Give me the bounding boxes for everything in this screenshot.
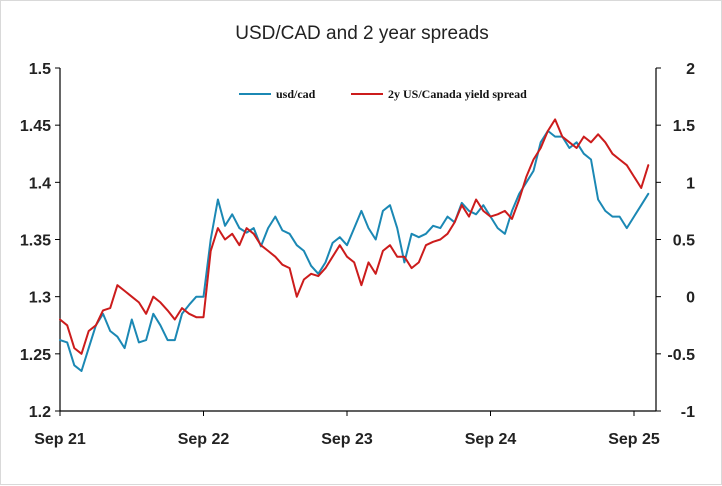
left-y-tick-label: 1.2 bbox=[29, 404, 51, 421]
left-y-tick-label: 1.3 bbox=[29, 290, 51, 307]
legend-label-yield-spread: 2y US/Canada yield spread bbox=[388, 87, 527, 101]
series-line-yield-spread bbox=[59, 118, 650, 355]
chart-title: USD/CAD and 2 year spreads bbox=[235, 23, 488, 44]
right-y-axis-ticks: -1 -0.5 0 0.5 1 1.5 2 bbox=[656, 61, 695, 421]
right-y-tick-label: 2 bbox=[686, 61, 695, 78]
series-line-usd-cad bbox=[59, 129, 650, 372]
right-y-tick-label: 0.5 bbox=[673, 233, 695, 250]
x-tick-label: Sep 24 bbox=[465, 431, 517, 448]
left-y-tick-label: 1.45 bbox=[20, 118, 51, 135]
x-tick-label: Sep 22 bbox=[178, 431, 230, 448]
left-y-axis-ticks: 1.2 1.25 1.3 1.35 1.4 1.45 1.5 bbox=[20, 61, 60, 421]
left-y-tick-label: 1.25 bbox=[20, 347, 51, 364]
series-layer bbox=[59, 118, 650, 372]
right-y-tick-label: -1 bbox=[681, 404, 695, 421]
x-tick-label: Sep 25 bbox=[608, 431, 660, 448]
left-y-tick-label: 1.5 bbox=[29, 61, 51, 78]
x-axis-ticks: Sep 21 Sep 22 Sep 23 Sep 24 Sep 25 bbox=[34, 411, 660, 448]
right-y-tick-label: 1 bbox=[686, 175, 695, 192]
right-y-tick-label: 1.5 bbox=[673, 118, 695, 135]
x-tick-label: Sep 23 bbox=[321, 431, 373, 448]
right-y-tick-label: 0 bbox=[686, 290, 695, 307]
right-y-tick-label: -0.5 bbox=[667, 347, 695, 364]
x-tick-label: Sep 21 bbox=[34, 431, 86, 448]
left-y-tick-label: 1.35 bbox=[20, 233, 51, 250]
left-y-tick-label: 1.4 bbox=[29, 175, 51, 192]
legend-label-usd-cad: usd/cad bbox=[276, 87, 316, 101]
legend: usd/cad 2y US/Canada yield spread bbox=[239, 87, 527, 101]
